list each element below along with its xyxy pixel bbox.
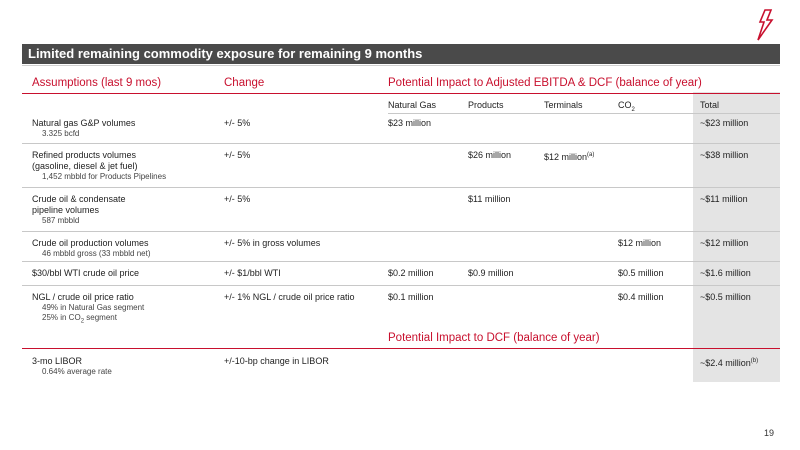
company-logo-icon (757, 9, 774, 41)
row-total: ~$12 million (700, 238, 749, 248)
row-co2: $12 million (618, 238, 662, 248)
row-total: ~$11 million (700, 194, 748, 204)
row-label: Refined products volumes (gasoline, diese… (32, 150, 167, 181)
row-total: ~$23 million (700, 118, 749, 128)
row-products: $0.9 million (468, 268, 514, 278)
header-assumptions: Assumptions (last 9 mos) (32, 77, 162, 89)
header-impact: Potential Impact to Adjusted EBITDA & DC… (388, 77, 702, 89)
title-divider (22, 65, 780, 66)
libor-label: 3-mo LIBOR 0.64% average rate (32, 356, 112, 376)
col-total: Total (700, 100, 720, 110)
row-terminals: $12 million(a) (544, 152, 595, 162)
row-divider (22, 143, 780, 144)
col-co2: CO2 (618, 100, 635, 113)
total-column-shading (693, 92, 780, 382)
row-ng: $0.2 million (388, 268, 434, 278)
header-change: Change (224, 77, 265, 89)
row-divider (22, 285, 780, 286)
row-ng: $23 million (388, 118, 432, 128)
row-change: +/- 1% NGL / crude oil price ratio (224, 292, 355, 302)
row-change: +/- 5% (224, 194, 251, 204)
row-divider (22, 187, 780, 188)
row-change: +/- 5% in gross volumes (224, 238, 321, 248)
page-number: 19 (764, 428, 775, 438)
row-co2: $0.4 million (618, 292, 664, 302)
col-terminals: Terminals (544, 100, 583, 110)
row-total: ~$0.5 million (700, 292, 751, 302)
header-divider (22, 93, 780, 94)
col-products: Products (468, 100, 504, 110)
row-ng: $0.1 million (388, 292, 434, 302)
row-divider (22, 231, 780, 232)
row-divider (22, 261, 780, 262)
row-change: +/- 5% (224, 150, 251, 160)
libor-total: ~$2.4 million(b) (700, 358, 759, 368)
row-change: +/- $1/bbl WTI (224, 268, 281, 278)
row-label: Natural gas G&P volumes 3.325 bcfd (32, 118, 136, 138)
subheader-divider (388, 113, 780, 114)
col-natural-gas: Natural Gas (388, 100, 437, 110)
row-co2: $0.5 million (618, 268, 664, 278)
libor-change: +/-10-bp change in LIBOR (224, 356, 329, 366)
slide-title: Limited remaining commodity exposure for… (22, 44, 780, 64)
row-label: Crude oil & condensate pipeline volumes 58… (32, 194, 126, 225)
dcf-divider (22, 348, 780, 349)
header-impact-dcf: Potential Impact to DCF (balance of year… (388, 332, 600, 344)
row-label: Crude oil production volumes 46 mbbld gro… (32, 238, 151, 258)
row-label: NGL / crude oil price ratio 49% in Natura… (32, 292, 145, 325)
row-label: $30/bbl WTI crude oil price (32, 268, 140, 278)
row-products: $26 million (468, 150, 512, 160)
row-total: ~$1.6 million (700, 268, 751, 278)
row-products: $11 million (468, 194, 511, 204)
row-change: +/- 5% (224, 118, 251, 128)
sensitivity-table: Assumptions (last 9 mos) Change Potentia… (22, 72, 780, 382)
row-total: ~$38 million (700, 150, 749, 160)
